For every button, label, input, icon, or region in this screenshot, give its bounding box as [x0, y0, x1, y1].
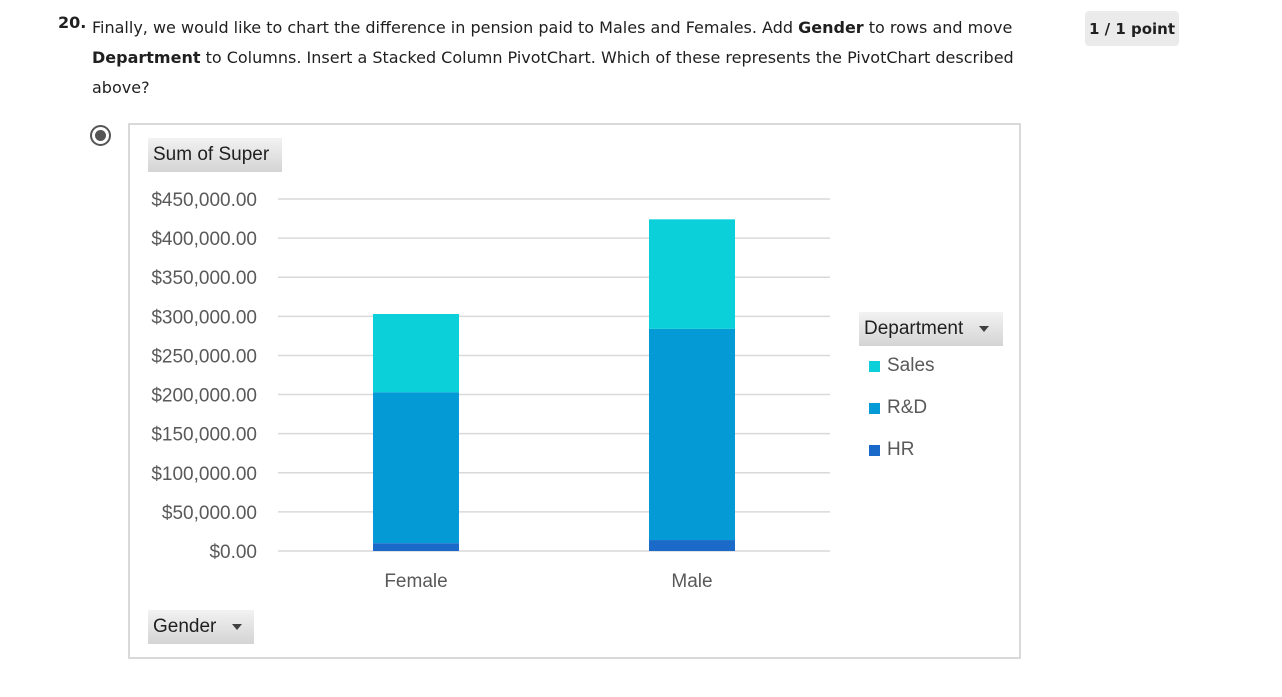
question-bold-gender: Gender — [798, 18, 864, 37]
y-tick-label: $0.00 — [209, 542, 257, 563]
y-tick-label: $100,000.00 — [151, 464, 257, 485]
y-tick-label: $200,000.00 — [151, 386, 257, 407]
pivot-chart-image: Sum of Super $0.00 $50,000.00 $100,000.00 $… — [128, 123, 1021, 659]
y-tick-label: $150,000.00 — [151, 425, 257, 446]
legend-swatch — [869, 360, 880, 372]
legend-field-label: Department — [864, 318, 964, 339]
y-tick-label: $350,000.00 — [151, 268, 257, 289]
dropdown-arrow-icon — [232, 624, 243, 630]
y-tick-label: $450,000.00 — [151, 190, 257, 211]
legend-item: Sales — [869, 355, 935, 377]
x-tick-label: Male — [671, 571, 712, 592]
question-number: 20. — [58, 13, 87, 32]
question-text: Finally, we would like to chart the diff… — [92, 13, 1052, 103]
answer-radio-button[interactable] — [90, 125, 111, 146]
legend-item: HR — [869, 439, 914, 461]
legend-label: R&D — [887, 397, 928, 418]
radio-selected-dot — [95, 130, 106, 141]
legend-label: Sales — [887, 355, 935, 376]
y-tick-label: $250,000.00 — [151, 346, 257, 367]
question-bold-department: Department — [92, 48, 201, 67]
score-badge: 1 / 1 point — [1085, 11, 1179, 46]
y-tick-label: $50,000.00 — [162, 503, 257, 524]
bar-segment-hr — [649, 540, 735, 551]
legend-item: R&D — [869, 397, 927, 419]
legend-label: HR — [887, 439, 915, 460]
bar-segment-r-d — [649, 328, 735, 541]
values-field-label: Sum of Super — [153, 144, 270, 165]
axis-field-label: Gender — [153, 616, 217, 637]
question-text-part-2: to rows and move — [863, 18, 1013, 37]
y-tick-label: $400,000.00 — [151, 229, 257, 250]
bar-segment-hr — [373, 543, 459, 551]
question-text-part-3: to Columns. Insert a Stacked Column Pivo… — [92, 48, 1014, 97]
bar-segment-sales — [373, 313, 459, 393]
legend-swatch — [869, 402, 880, 414]
y-tick-label: $300,000.00 — [151, 307, 257, 328]
stacked-column-chart: $0.00 $50,000.00 $100,000.00 $150,000.00 $20… — [151, 190, 830, 592]
bar-segment-r-d — [373, 392, 459, 544]
bar-segment-sales — [649, 219, 735, 329]
legend-field-button[interactable]: Department — [859, 312, 1003, 346]
dropdown-arrow-icon — [979, 326, 990, 332]
values-field-button[interactable]: Sum of Super — [148, 138, 282, 172]
axis-field-button[interactable]: Gender — [148, 610, 254, 644]
question-text-part-1: Finally, we would like to chart the diff… — [92, 18, 799, 37]
legend-swatch — [869, 444, 880, 456]
x-tick-label: Female — [384, 571, 447, 592]
